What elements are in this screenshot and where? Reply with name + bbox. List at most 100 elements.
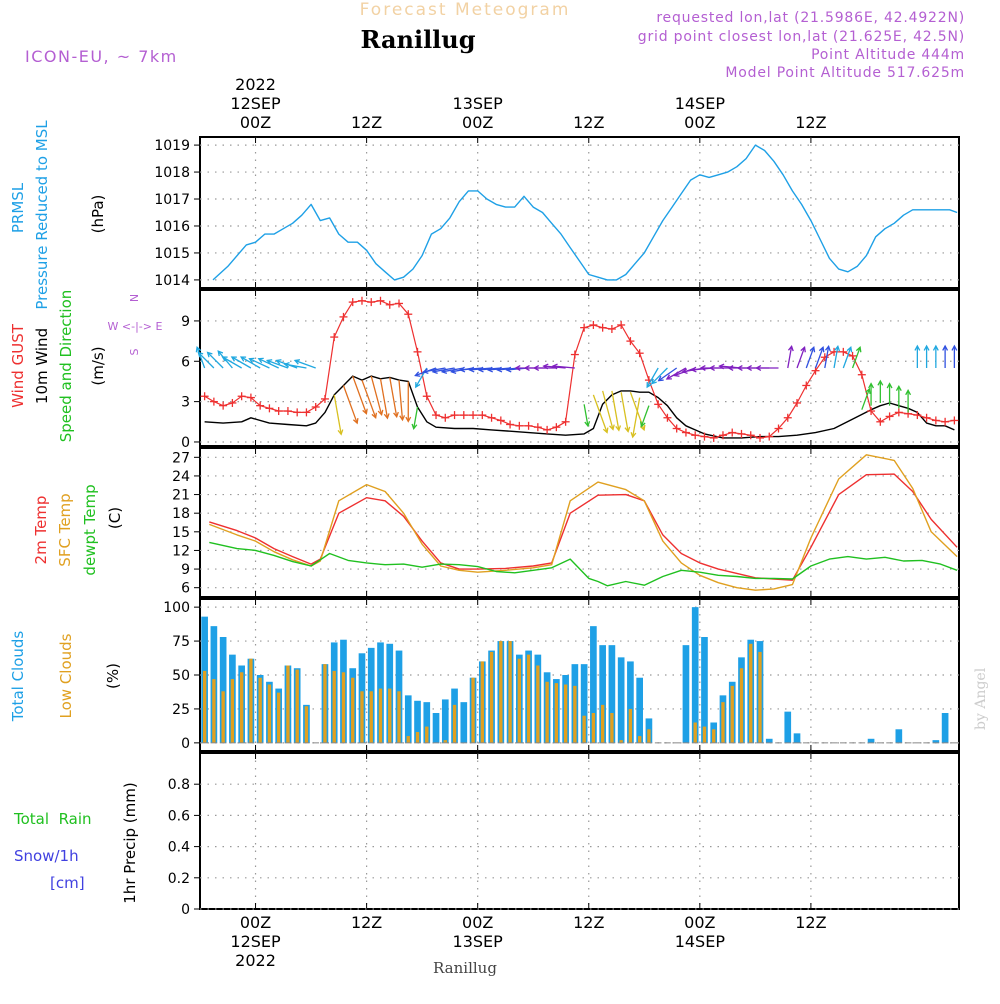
wind-arrow-head [708, 365, 715, 371]
wind-arrow [620, 392, 631, 433]
wind-arrow-head [431, 368, 438, 375]
low-cloud-bar [471, 677, 475, 743]
wind-chart: 0 3 6 9 [181, 290, 959, 451]
time-axis-label: 12Z [351, 113, 382, 132]
y-tick-label: 9 [181, 314, 190, 330]
wind-arrow-shaft [398, 380, 404, 421]
y-tick-label: 0 [181, 902, 190, 918]
wind-arrow [640, 405, 650, 428]
wind-arrow-head [514, 365, 521, 371]
time-axis-label: 2022 [235, 951, 276, 970]
low-cloud-bar [508, 641, 512, 743]
y-tick-label: 0 [181, 736, 190, 752]
model-label: ICON-EU, ~ 7km [25, 47, 178, 66]
wind-arrow-shaft [267, 359, 289, 369]
wind-arrow [951, 344, 958, 368]
wind-arrow [877, 379, 884, 403]
wind-arrow-head [846, 346, 853, 353]
time-axis-label: 2022 [235, 75, 276, 94]
low-cloud-bar [332, 670, 336, 743]
wind-arrow-shaft [861, 388, 870, 410]
low-cloud-bar [286, 665, 290, 743]
precip-labels: Total Rain Snow/1h [cm] 1hr Precip (mm) [13, 782, 139, 903]
wind-arrow-shaft [814, 347, 824, 369]
wind-arrow-shaft [352, 375, 368, 414]
y-tick-label: 1019 [154, 138, 190, 154]
wind-arrow [230, 356, 252, 369]
wind-arrow-head [221, 356, 228, 362]
wind-arrow-shaft [658, 367, 678, 382]
panel-frame [199, 289, 960, 447]
wind-arrow [942, 344, 949, 368]
low-cloud-bar [721, 702, 725, 743]
wind-arrow-head [755, 365, 762, 371]
low-cloud-bar [536, 665, 540, 743]
total-cloud-bar [627, 661, 634, 743]
time-axis-label: 14SEP [675, 94, 726, 113]
wind-arrow-shaft [231, 356, 252, 369]
low-cloud-bar [406, 736, 410, 743]
wind-arrow-head [275, 359, 282, 365]
low-cloud-bar [304, 706, 309, 743]
total-cloud-bar [460, 702, 468, 743]
wind-arrow-head [293, 359, 301, 365]
wind-arrow-head [399, 415, 406, 422]
precip-label-cm: [cm] [50, 874, 85, 892]
wind-arrow [646, 367, 659, 389]
total-cloud-bar [441, 699, 449, 743]
wind-arrow-head [371, 412, 378, 419]
cloud-labels: Total Clouds Low Clouds (%) [9, 631, 122, 723]
y-tick-label: 15 [172, 525, 190, 541]
wind-arrow-head [855, 346, 862, 353]
wind-arrow [657, 367, 678, 382]
location-title: Ranillug [360, 25, 475, 54]
wind-arrow-shaft [249, 358, 270, 369]
wind-arrow [283, 361, 307, 369]
requested-coords: requested lon,lat (21.5986E, 42.4922N) [656, 10, 965, 26]
total-cloud-bar [932, 740, 940, 743]
low-cloud-bar [323, 664, 327, 743]
total-cloud-bar [636, 677, 643, 743]
wind-arrow-shaft [370, 375, 383, 415]
low-cloud-bar [212, 679, 216, 743]
wind-arrow-head [248, 357, 255, 364]
panel-frame [199, 136, 960, 289]
wind-arrow-head [542, 363, 549, 370]
time-axis-label: 12Z [351, 913, 382, 932]
wind-arrow [533, 365, 557, 371]
wind-arrow-head [197, 351, 204, 358]
precip-chart: 0 0.2 0.4 0.6 0.8 [168, 753, 959, 918]
low-cloud-bar [221, 691, 225, 743]
wind-arrow [221, 356, 242, 369]
wind-arrow [592, 394, 609, 434]
wind-arrow-head [787, 344, 794, 352]
wind-arrow-head [459, 366, 466, 373]
wind-arrow [217, 350, 233, 369]
low-cloud-bar [637, 736, 642, 743]
low-cloud-bar [378, 688, 383, 743]
time-axis-label: 12Z [573, 913, 604, 932]
wind-arrow [611, 390, 622, 432]
wind-arrow [914, 344, 921, 368]
wind-arrow-head [533, 365, 540, 371]
y-tick-label: 18 [172, 506, 190, 522]
wind-arrow-shaft [583, 404, 589, 427]
pressure-labels: PRMSL Pressure Reduced to MSL (hPa) [9, 120, 107, 310]
y-tick-label: 1018 [154, 165, 190, 181]
low-cloud-bar [295, 669, 299, 743]
total-cloud-bar [580, 664, 588, 743]
low-cloud-bar [489, 651, 494, 743]
wind-arrow-shaft [284, 363, 307, 369]
time-axis-label: 12SEP [230, 94, 281, 113]
compass-north: N [128, 294, 141, 302]
wind-arrow-head [951, 344, 958, 351]
wind-arrow [398, 380, 406, 422]
wind-arrow [411, 406, 419, 431]
time-axis-label: 12Z [573, 113, 604, 132]
low-cloud-bar [563, 684, 568, 743]
time-axis-label: 12Z [795, 113, 826, 132]
wind-arrow-head [886, 382, 893, 389]
temperature-chart: 6 9 12 15 18 21 24 27 [172, 448, 959, 597]
wind-arrow [923, 344, 930, 368]
low-cloud-bar [591, 713, 596, 743]
